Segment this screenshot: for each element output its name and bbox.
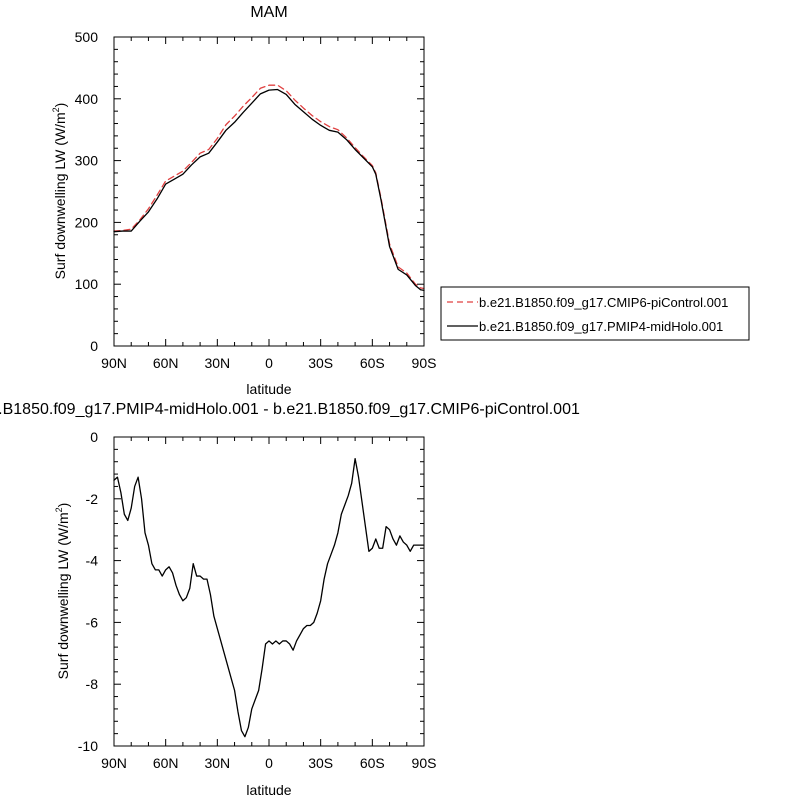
top-y-tick-labels: 0 100 200 300 400 500 — [75, 29, 99, 354]
top-x-axis-title: latitude — [246, 381, 291, 397]
top-series-line-0 — [113, 84, 425, 290]
y-tick-label: 0 — [90, 429, 98, 445]
y-tick-label: 500 — [75, 29, 99, 45]
legend: b.e21.B1850.f09_g17.CMIP6-piControl.001 … — [440, 286, 750, 341]
bottom-plot-frame — [113, 436, 425, 747]
x-tick-label: 0 — [265, 355, 273, 371]
y-tick-label: 300 — [75, 153, 99, 169]
x-tick-label: 30S — [308, 755, 333, 771]
y-tick-label: -8 — [86, 676, 99, 692]
x-tick-label: 90S — [412, 755, 437, 771]
bottom-ticks — [113, 436, 425, 747]
top-ticks — [113, 36, 425, 347]
y-tick-label: 100 — [75, 276, 99, 292]
x-tick-label: 60S — [360, 355, 385, 371]
y-tick-label: 200 — [75, 214, 99, 230]
bottom-x-axis-title: latitude — [246, 782, 291, 798]
bottom-series-lines — [113, 457, 425, 738]
bottom-y-axis-title: Surf downwelling LW (W/m2) — [54, 503, 71, 680]
bottom-x-tick-labels: 90N 60N 30N 0 30S 60S 90S — [101, 755, 436, 771]
x-tick-label: 30N — [204, 755, 230, 771]
x-tick-label: 30S — [308, 355, 333, 371]
legend-box — [440, 286, 750, 341]
y-tick-label: 400 — [75, 91, 99, 107]
bot-series-line-0 — [113, 457, 425, 738]
x-tick-label: 30N — [204, 355, 230, 371]
y-tick-label: -4 — [86, 553, 99, 569]
top-panel: MAM 90N 60N 30N 0 30S 60S 90S 0 100 200 300 400 500… — [51, 4, 436, 397]
y-tick-label: -10 — [78, 738, 98, 754]
top-title: MAM — [250, 4, 287, 21]
x-tick-label: 60S — [360, 755, 385, 771]
y-tick-label: -6 — [86, 614, 99, 630]
x-tick-label: 90N — [101, 355, 127, 371]
bottom-y-tick-labels: -10 -8 -6 -4 -2 0 — [78, 429, 98, 754]
top-plot-frame — [113, 36, 425, 347]
y-tick-label: -2 — [86, 491, 99, 507]
legend-label-picontrol: b.e21.B1850.f09_g17.CMIP6-piControl.001 — [479, 295, 728, 310]
y-tick-label: 0 — [90, 338, 98, 354]
x-tick-label: 60N — [153, 355, 179, 371]
bottom-title: b.e21.B1850.f09_g17.PMIP4-midHolo.001 - … — [0, 401, 580, 418]
bottom-y-axis-title-sup: 2 — [54, 507, 64, 512]
top-y-axis-title-sup: 2 — [51, 107, 61, 112]
x-tick-label: 90S — [412, 355, 437, 371]
top-series-line-1 — [113, 88, 425, 292]
top-x-tick-labels: 90N 60N 30N 0 30S 60S 90S — [101, 355, 436, 371]
legend-label-midholo: b.e21.B1850.f09_g17.PMIP4-midHolo.001 — [479, 319, 723, 334]
top-y-axis-title: Surf downwelling LW (W/m2) — [51, 103, 68, 280]
x-tick-label: 60N — [153, 755, 179, 771]
top-series-lines — [113, 84, 425, 292]
x-tick-label: 90N — [101, 755, 127, 771]
bottom-panel: b.e21.B1850.f09_g17.PMIP4-midHolo.001 - … — [0, 401, 580, 798]
x-tick-label: 0 — [265, 755, 273, 771]
